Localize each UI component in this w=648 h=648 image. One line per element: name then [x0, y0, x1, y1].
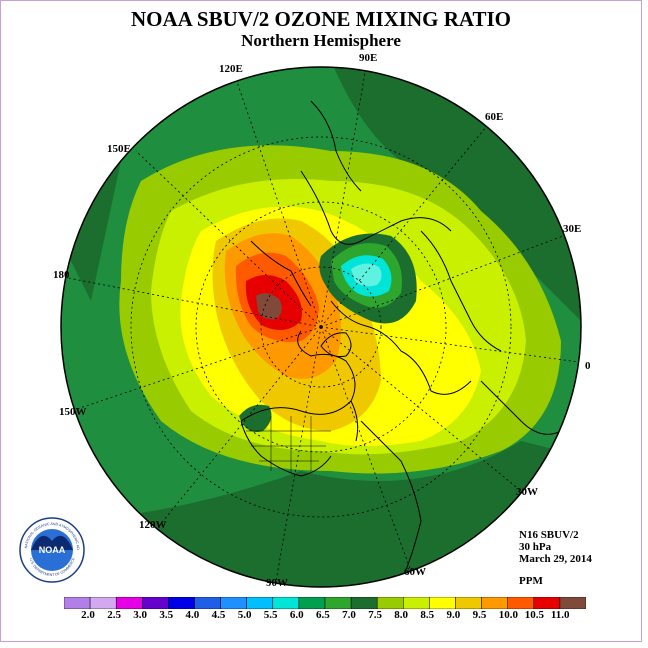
colorbar-swatch: [142, 597, 169, 609]
meridian-30w: [320, 326, 522, 492]
lon-label-30e: 30E: [563, 223, 582, 235]
colorbar-swatch: [298, 597, 326, 609]
band-11-0: [256, 293, 282, 320]
colorbar-label: 8.5: [420, 609, 435, 621]
lon-label-120w: 120W: [139, 519, 167, 531]
coast-north-america: [240, 330, 356, 422]
page-title: NOAA SBUV/2 OZONE MIXING RATIO: [131, 7, 511, 31]
min-band-5-5: [351, 263, 382, 287]
colorbar-label: 10.5: [524, 609, 545, 621]
lon-label-90e: 90E: [359, 52, 378, 64]
meridian-180: [62, 276, 322, 328]
colorbar-swatch: [429, 597, 456, 609]
colorbar-label: 3.5: [159, 609, 174, 621]
coast-india: [310, 100, 362, 192]
meridian-90e: [320, 67, 367, 328]
page-subtitle: Northern Hemisphere: [241, 31, 401, 50]
logo-bird-shape: [31, 535, 73, 550]
lon-label-180: 180: [53, 269, 70, 281]
coast-us-east: [240, 420, 332, 477]
colorbar-label: 6.5: [316, 609, 330, 621]
coast-europe: [330, 300, 472, 395]
coast-asia: [300, 170, 452, 245]
map-boundary: [60, 66, 582, 588]
info-instrument: N16 SBUV/2: [519, 529, 579, 541]
meridian-150w: [70, 326, 322, 412]
colorbar-label: 7.5: [368, 609, 382, 621]
colorbar-swatch: [455, 597, 482, 609]
coastlines: [240, 100, 562, 582]
info-units: PPM: [519, 575, 543, 587]
state-lines: [246, 416, 331, 473]
colorbar-swatch: [64, 597, 91, 609]
colorbar-label: 4.0: [185, 609, 200, 621]
colorbar: [64, 597, 586, 609]
colorbar-label: 5.0: [237, 609, 252, 621]
colorbar-swatch: [168, 597, 195, 609]
colorbar-label: 9.5: [472, 609, 487, 621]
lon-label-90w: 90W: [266, 577, 288, 589]
coast-africa: [480, 380, 562, 435]
info-level: 30 hPa: [519, 541, 552, 553]
colorbar-label: 4.5: [211, 609, 226, 621]
coast-south-america: [360, 420, 422, 582]
colorbar-swatch: [533, 597, 561, 609]
lat-circle-70: [260, 266, 382, 388]
coast-labrador: [350, 400, 359, 442]
band-7-0-west: [61, 161, 121, 301]
graticule: [62, 67, 581, 582]
info-date: March 29, 2014: [519, 553, 592, 565]
colorbar-label: 11.0: [550, 609, 570, 621]
coast-middle-east: [420, 230, 502, 352]
local-min-north-america: [239, 404, 272, 432]
colorbar-swatch: [559, 597, 586, 609]
colorbar-swatch: [194, 597, 221, 609]
colorbar-label: 5.5: [263, 609, 278, 621]
lon-label-150e: 150E: [107, 143, 131, 155]
meridian-120e: [235, 78, 322, 328]
state-boundaries: [246, 416, 331, 473]
colorbar-label: 3.0: [133, 609, 148, 621]
colorbar-label: 2.5: [107, 609, 121, 621]
colorbar-swatch: [246, 597, 274, 609]
colorbar-label: 2.0: [81, 609, 95, 621]
colorbar-label: 7.0: [342, 609, 356, 621]
coast-greenland: [320, 332, 352, 357]
colorbar-swatch: [324, 597, 352, 609]
colorbar-swatch: [481, 597, 508, 609]
lat-circle-50: [195, 201, 447, 453]
colorbar-swatch: [507, 597, 535, 609]
lon-label-0: 0: [585, 360, 591, 372]
lon-label-120e: 120E: [219, 63, 243, 75]
colorbar-swatch: [403, 597, 430, 609]
coast-siberia: [250, 240, 312, 307]
colorbar-swatch: [89, 597, 117, 609]
polar-map: [60, 66, 582, 588]
lon-label-60e: 60E: [485, 111, 504, 123]
colorbar-label: 9.0: [446, 609, 461, 621]
lat-circle-30: [130, 136, 512, 518]
colorbar-label: 8.0: [394, 609, 409, 621]
colorbar-swatch: [115, 597, 143, 609]
meridian-60w: [320, 326, 412, 572]
colorbar-label: 6.0: [289, 609, 304, 621]
colorbar-swatch: [272, 597, 300, 609]
colorbar-swatch: [376, 597, 404, 609]
logo-text: NOAA: [39, 545, 66, 555]
colorbar-label: 10.0: [498, 609, 518, 621]
noaa-logo: NOAA NATIONAL OCEANIC AND ATMOSPHERIC AD…: [19, 517, 85, 583]
colorbar-swatch: [220, 597, 247, 609]
lon-label-30w: 30W: [516, 486, 538, 498]
colorbar-swatch: [350, 597, 378, 609]
lon-label-60w: 60W: [404, 566, 426, 578]
lon-label-150w: 150W: [59, 406, 87, 418]
